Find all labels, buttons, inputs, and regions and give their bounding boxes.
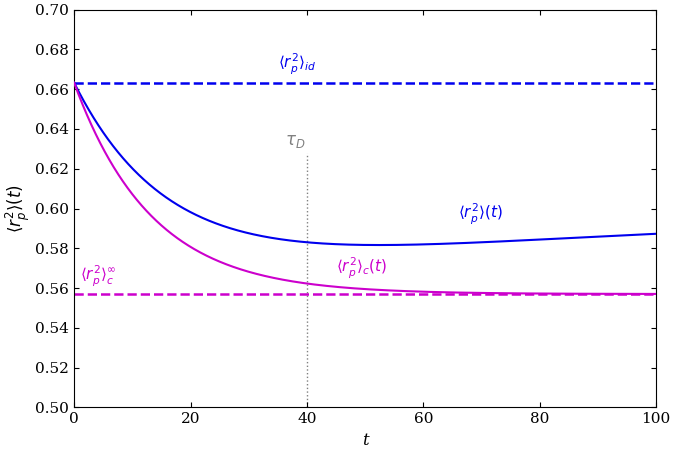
X-axis label: t: t [362,432,369,449]
Text: $\langle r_p^2 \rangle_c(t)$: $\langle r_p^2 \rangle_c(t)$ [336,255,387,281]
Y-axis label: $\langle r_p^2 \rangle(t)$: $\langle r_p^2 \rangle(t)$ [4,184,32,233]
Text: $\tau_D$: $\tau_D$ [285,133,306,150]
Text: $\langle r_p^2 \rangle_{id}$: $\langle r_p^2 \rangle_{id}$ [278,52,316,77]
Text: $\langle r_p^2 \rangle_c^\infty$: $\langle r_p^2 \rangle_c^\infty$ [80,264,116,289]
Text: $\langle r_p^2 \rangle(t)$: $\langle r_p^2 \rangle(t)$ [458,202,503,227]
